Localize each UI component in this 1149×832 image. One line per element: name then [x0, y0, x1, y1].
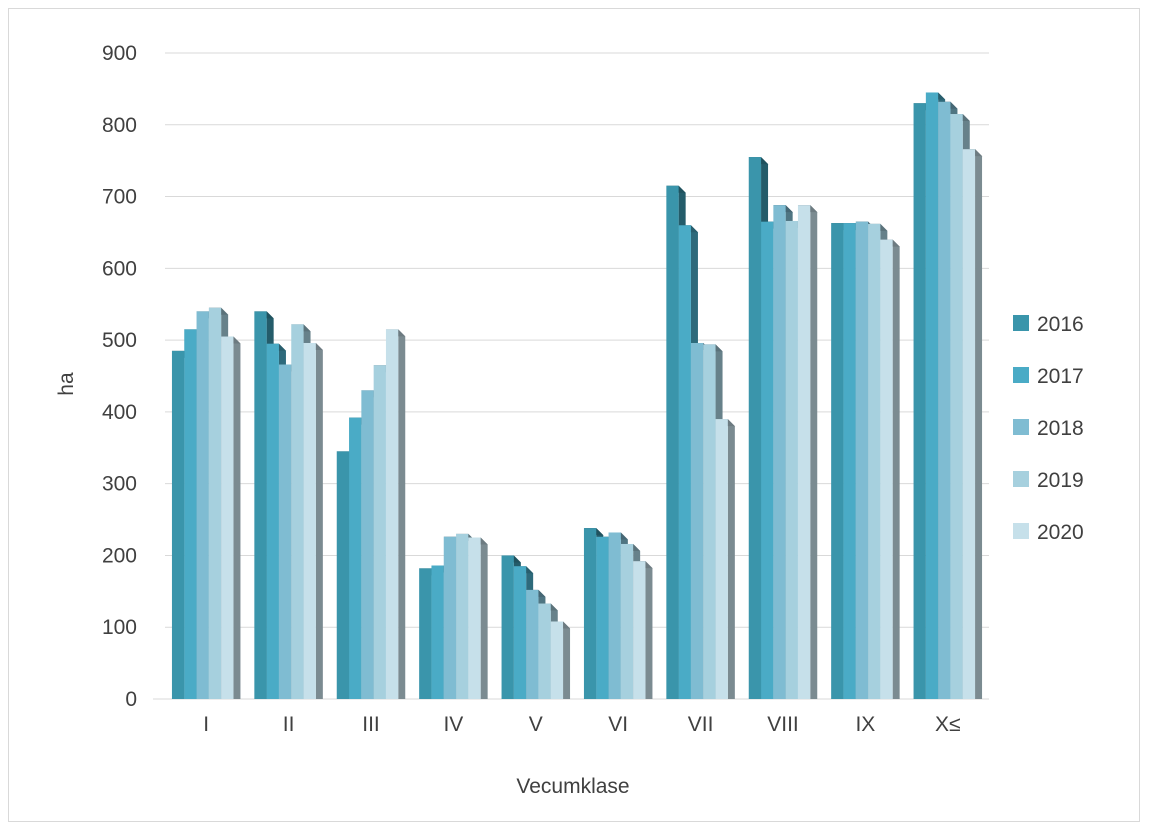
legend-item-2017: 2017 — [1013, 365, 1084, 388]
x-tick-label: VII — [688, 713, 714, 736]
x-tick-label: V — [529, 713, 543, 736]
y-tick-label: 600 — [102, 257, 137, 280]
bars — [171, 92, 983, 700]
legend-swatch — [1013, 419, 1029, 435]
y-tick-label: 300 — [102, 473, 137, 496]
legend-label: 2019 — [1037, 469, 1084, 492]
bar-2020-IX — [880, 239, 900, 699]
y-tick-label: 500 — [102, 329, 137, 352]
bar-2020-VIII — [797, 205, 818, 699]
legend-label: 2016 — [1037, 313, 1084, 336]
legend-swatch — [1013, 315, 1029, 331]
y-tick-label: 400 — [102, 401, 137, 424]
legend-label: 2020 — [1037, 521, 1084, 544]
chart-frame: 0 100 200 300 400 500 600 700 800 900 I II III IV V VI… — [8, 8, 1140, 822]
bar-2020-II — [303, 342, 323, 699]
x-tick-label: X≤ — [935, 713, 961, 736]
bar-2020-VII — [715, 419, 735, 699]
bar-2020-IV — [468, 537, 488, 699]
bar-2020-X≤ — [962, 149, 983, 699]
x-tick-label: IX — [855, 713, 875, 736]
x-tick-label: VIII — [767, 713, 799, 736]
x-tick-label: IV — [443, 713, 463, 736]
legend-swatch — [1013, 471, 1029, 487]
legend-label: 2017 — [1037, 365, 1084, 388]
y-tick-label: 900 — [102, 42, 137, 65]
x-tick-label: I — [203, 713, 209, 736]
bar-2020-I — [221, 336, 241, 699]
legend-item-2020: 2020 — [1013, 521, 1084, 544]
legend-item-2016: 2016 — [1013, 313, 1084, 336]
y-tick-label: 700 — [102, 186, 137, 209]
y-tick-labels: 0 100 200 300 400 500 600 700 800 900 — [102, 42, 137, 711]
bar-2020-VI — [633, 561, 653, 699]
legend-item-2019: 2019 — [1013, 469, 1084, 492]
legend-item-2018: 2018 — [1013, 417, 1084, 440]
y-axis-title: ha — [55, 372, 78, 396]
bar-2020-V — [550, 621, 571, 699]
x-tick-label: II — [283, 713, 295, 736]
y-tick-label: 800 — [102, 114, 137, 137]
x-tick-labels: I II III IV V VI VII VIII IX X≤ — [203, 713, 960, 736]
legend-label: 2018 — [1037, 417, 1084, 440]
bar-2020-III — [385, 329, 406, 699]
x-tick-label: VI — [608, 713, 628, 736]
x-tick-label: III — [362, 713, 380, 736]
legend-swatch — [1013, 523, 1029, 539]
legend: 2016 2017 2018 2019 2020 — [1013, 313, 1084, 544]
y-tick-label: 200 — [102, 544, 137, 567]
y-tick-label: 0 — [125, 688, 137, 711]
legend-swatch — [1013, 367, 1029, 383]
y-tick-label: 100 — [102, 616, 137, 639]
x-axis-title: Vecumklase — [516, 775, 629, 798]
